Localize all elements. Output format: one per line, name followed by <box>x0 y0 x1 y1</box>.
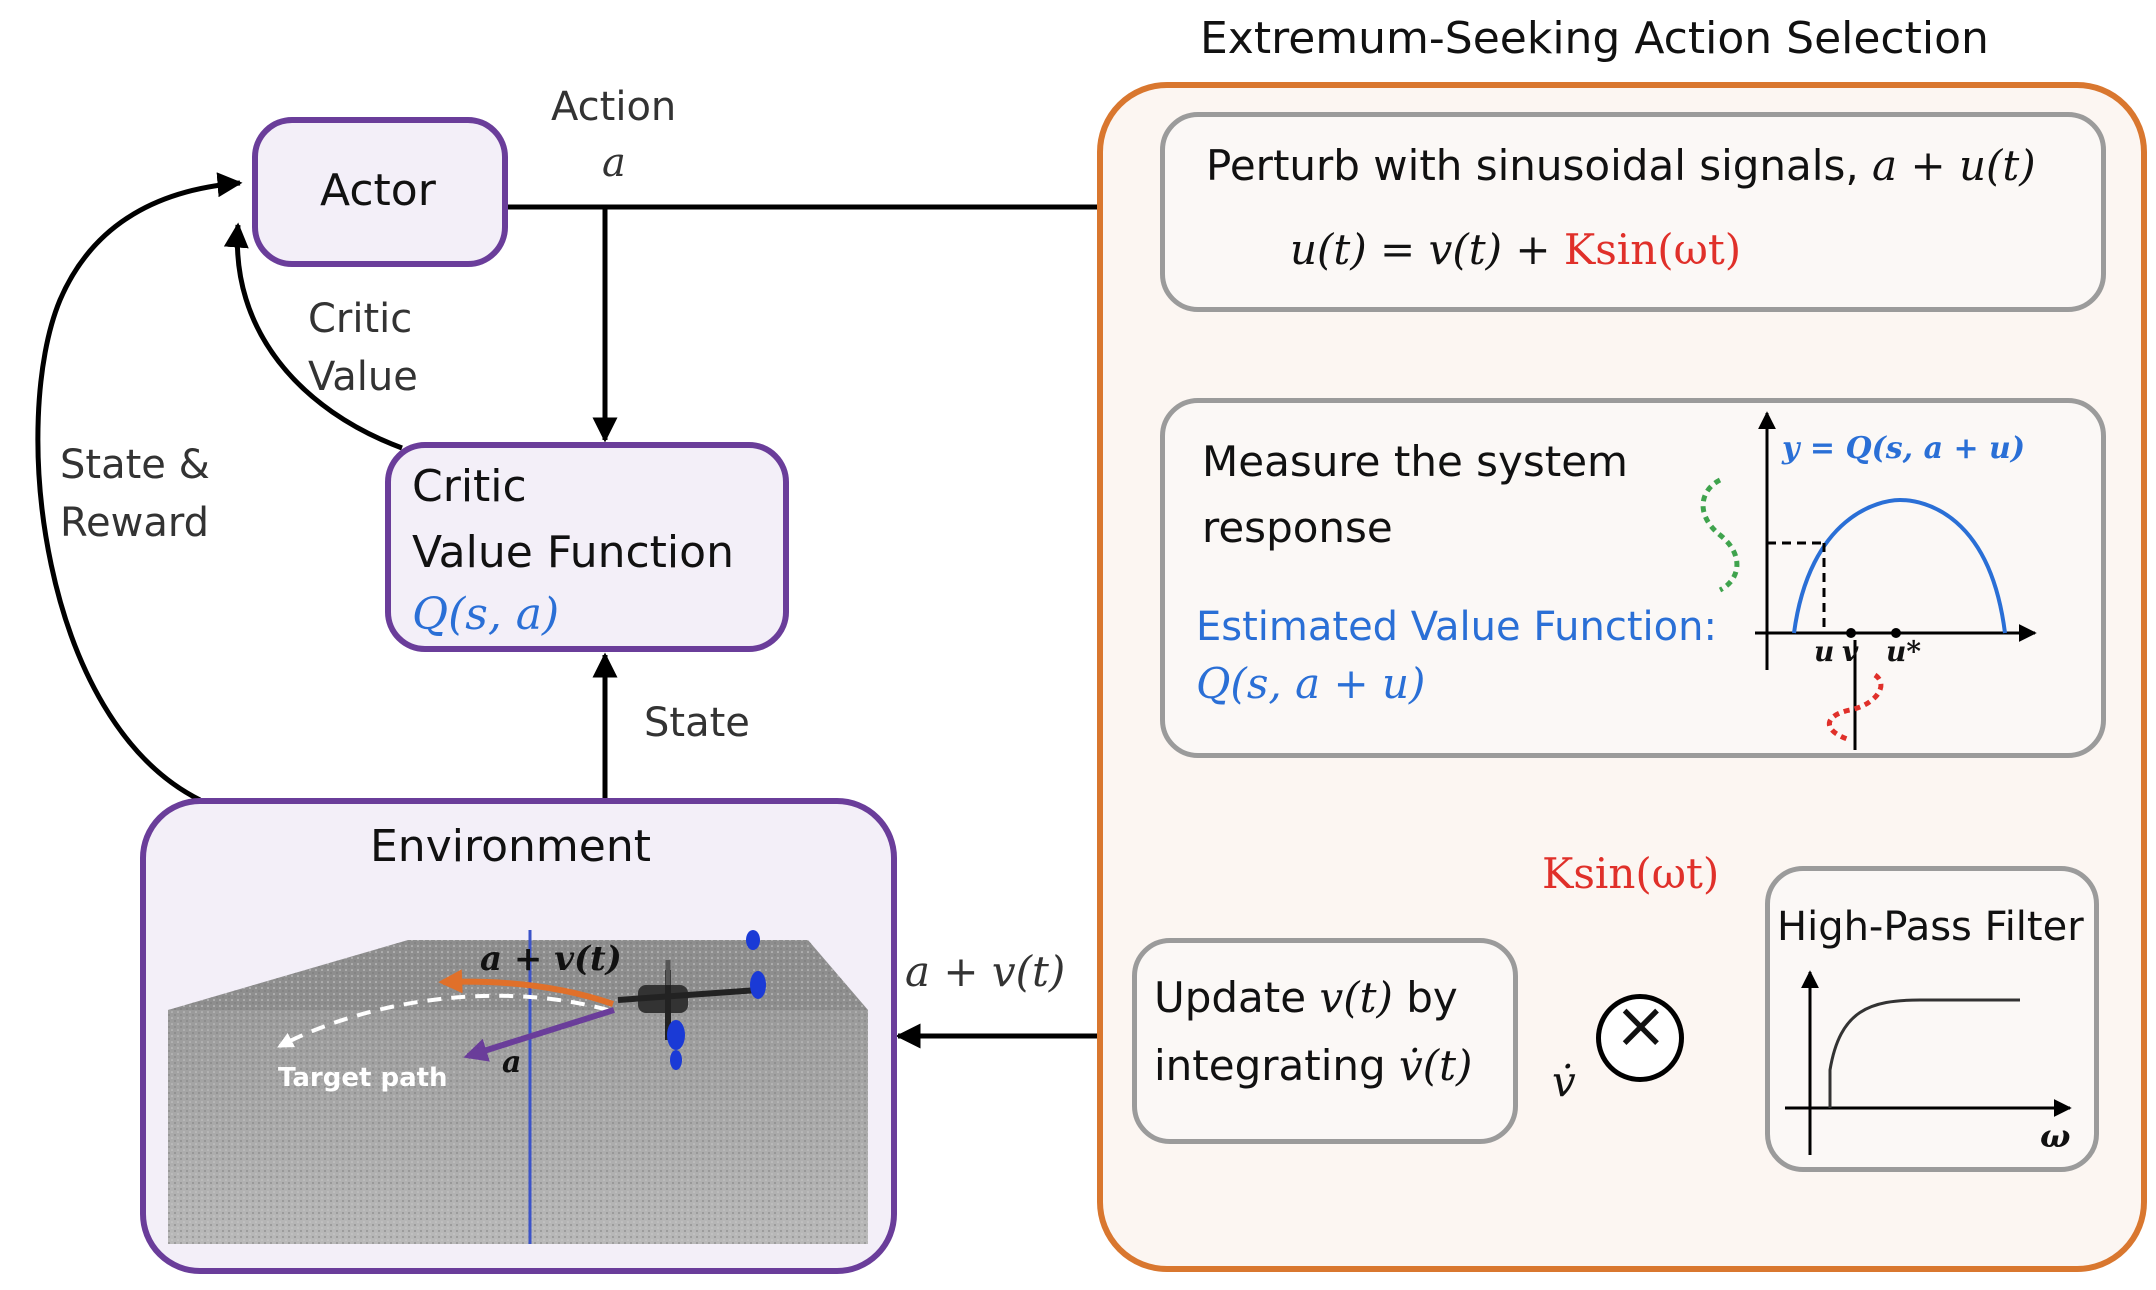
critic-value-line1: Critic <box>308 296 413 342</box>
update-line1-post: by <box>1392 973 1458 1022</box>
perturb-box <box>1160 112 2106 312</box>
output-av-label: a + v(t) <box>905 947 1066 996</box>
actor-label: Actor <box>320 165 436 216</box>
action-symbol: a <box>602 140 626 186</box>
arrow-critic-value-to-actor <box>223 222 403 451</box>
multiplier-circle <box>1596 994 1684 1082</box>
plot-tick-v: v <box>1842 635 1859 668</box>
multiplier-input: Ksin(ωt) <box>1542 849 1720 898</box>
update-line1-math: v(t) <box>1319 973 1393 1022</box>
plot-tick-ustar: u* <box>1886 635 1921 668</box>
perturb-text: Perturb with sinusoidal signals, a + u(t… <box>1206 141 2036 190</box>
update-line2: integrating v̇(t) <box>1154 1041 1473 1090</box>
measure-box <box>1160 398 2106 758</box>
perturb-eq-left: u(t) = v(t) + <box>1290 225 1564 274</box>
state-reward-line2: Reward <box>60 500 209 546</box>
hpf-plot <box>1785 970 2072 1155</box>
critic-box <box>385 442 789 652</box>
perturb-eq-red: Ksin(ωt) <box>1563 225 1742 274</box>
perturb-text-plain: Perturb with sinusoidal signals, <box>1206 141 1873 190</box>
plot-red-sine <box>1826 672 1884 743</box>
hpf-curve <box>1828 998 2020 1108</box>
measure-est-formula: Q(s, a + u) <box>1196 659 1426 708</box>
arrow-state-reward-to-actor <box>35 172 243 803</box>
plot-curve <box>1792 497 2007 634</box>
measure-line2: response <box>1202 503 1393 552</box>
measure-line1: Measure the system <box>1202 437 1628 486</box>
plot-label: y = Q(s, a + u) <box>1782 431 2026 466</box>
update-line2-pre: integrating <box>1154 1041 1400 1090</box>
action-av-arrow <box>438 969 614 1007</box>
update-line1-pre: Update <box>1154 973 1320 1022</box>
env-label-target: Target path <box>278 1063 448 1093</box>
update-line2-math: v̇(t) <box>1399 1041 1473 1090</box>
critic-value-line2: Value <box>308 354 418 400</box>
hpf-axis-label: ω <box>2040 1117 2071 1155</box>
state-label: State <box>644 700 750 746</box>
update-line1: Update v(t) by <box>1154 973 1458 1022</box>
plot-tick-u: u <box>1814 635 1835 668</box>
perturb-text-math: a + u(t) <box>1872 141 2036 190</box>
plot-point-v <box>1846 628 1856 638</box>
env-label-a: a <box>502 1045 522 1080</box>
hpf-box <box>1765 866 2099 1172</box>
environment-scene <box>168 930 868 1244</box>
critic-formula: Q(s, a) <box>412 589 560 640</box>
state-reward-line1: State & <box>60 442 210 488</box>
update-box <box>1132 938 1518 1144</box>
multiplier-output: v̇ <box>1552 1057 1576 1106</box>
target-path-arrow <box>277 993 609 1048</box>
perturb-equation: u(t) = v(t) + Ksin(ωt) <box>1290 225 1742 274</box>
drone-icon <box>617 930 766 1070</box>
measure-plot <box>1700 411 2037 750</box>
environment-title: Environment <box>370 821 651 872</box>
action-label: Action <box>551 84 677 130</box>
critic-line2: Value Function <box>412 527 734 578</box>
plot-point-ustar <box>1891 628 1901 638</box>
action-a-arrow <box>463 1007 615 1062</box>
multiplier-symbol: × <box>1614 989 1668 1063</box>
env-label-av: a + v(t) <box>480 939 622 979</box>
critic-line1: Critic <box>412 461 527 512</box>
measure-est-label: Estimated Value Function: <box>1196 604 1717 650</box>
es-title: Extremum-Seeking Action Selection <box>1200 13 1989 64</box>
hpf-title: High-Pass Filter <box>1777 904 2084 950</box>
plot-green-sine <box>1700 477 1740 593</box>
actor-box <box>252 117 508 267</box>
